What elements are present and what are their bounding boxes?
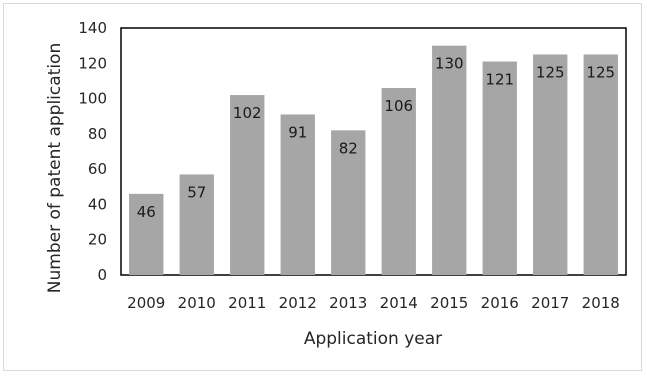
x-tick-label: 2010 <box>178 294 216 312</box>
y-tick-labels: 0 20 40 60 80 100 120 140 <box>78 19 107 284</box>
x-axis-label: Application year <box>304 329 442 349</box>
bar <box>482 61 517 276</box>
data-labels: 46 57 102 91 82 106 130 121 125 125 <box>137 55 615 221</box>
data-label: 46 <box>137 203 156 221</box>
data-label: 91 <box>288 123 307 141</box>
x-tick-label: 2011 <box>228 294 266 312</box>
bar <box>280 114 315 275</box>
data-label: 57 <box>187 183 206 201</box>
bar <box>129 193 164 275</box>
x-tick-label: 2018 <box>582 294 620 312</box>
bar <box>432 45 467 276</box>
bars <box>129 45 618 276</box>
bar <box>230 95 265 276</box>
bar <box>533 54 568 275</box>
x-tick-label: 2017 <box>531 294 569 312</box>
data-label: 121 <box>485 71 514 89</box>
data-label: 125 <box>536 63 565 81</box>
y-tick-label: 80 <box>88 125 107 143</box>
x-tick-label: 2012 <box>279 294 317 312</box>
x-tick-labels: 2009 2010 2011 2012 2013 2014 2015 2016 2017 2018 <box>127 294 620 312</box>
plot-area-border <box>120 27 627 276</box>
data-label: 106 <box>384 97 413 115</box>
y-tick-label: 40 <box>88 195 107 213</box>
y-tick-label: 0 <box>97 266 107 284</box>
data-label: 82 <box>339 139 358 157</box>
x-tick-label: 2016 <box>481 294 519 312</box>
data-label: 130 <box>435 55 464 73</box>
data-label: 102 <box>233 104 262 122</box>
y-tick-label: 60 <box>88 160 107 178</box>
y-tick-label: 120 <box>78 54 107 72</box>
bar <box>331 130 366 275</box>
bar <box>381 87 416 275</box>
x-tick-label: 2009 <box>127 294 165 312</box>
x-tick-label: 2015 <box>430 294 468 312</box>
x-tick-label: 2014 <box>380 294 418 312</box>
y-axis-label: Number of patent application <box>45 43 65 293</box>
data-label: 125 <box>586 63 615 81</box>
y-tick-label: 20 <box>88 231 107 249</box>
bar <box>179 174 214 275</box>
y-tick-label: 100 <box>78 90 107 108</box>
bar <box>583 54 618 275</box>
x-tick-label: 2013 <box>329 294 367 312</box>
y-tick-label: 140 <box>78 19 107 37</box>
